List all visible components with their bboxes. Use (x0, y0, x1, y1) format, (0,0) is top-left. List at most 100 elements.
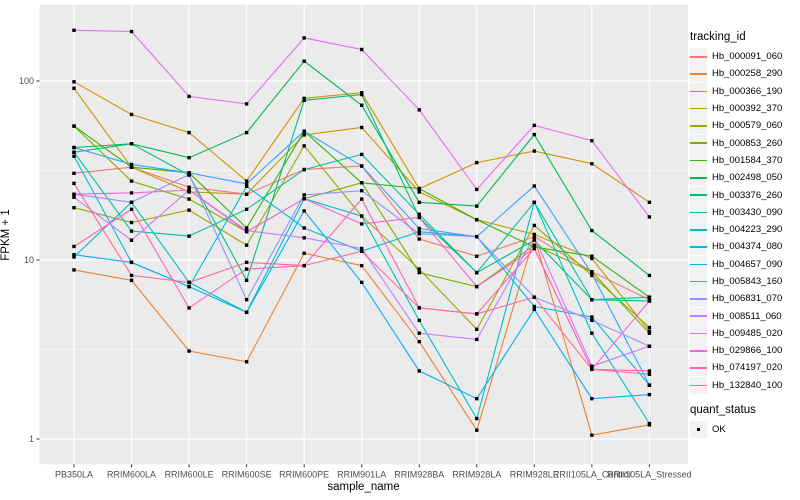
y-tick-label: 1 (29, 434, 34, 444)
legend-label: Hb_001584_370 (712, 154, 783, 166)
point-Hb_006831_070 (417, 232, 421, 236)
point-Hb_000091_060 (72, 171, 76, 176)
y-tick-label: 100 (19, 76, 34, 86)
point-Hb_003430_090 (475, 270, 479, 275)
point-Hb_000853_260 (647, 331, 652, 335)
legend-line-swatch (690, 159, 707, 162)
point-Hb_005843_160 (72, 145, 76, 150)
point-Hb_005843_160 (360, 164, 364, 168)
point-Hb_029866_100 (647, 299, 652, 303)
point-Hb_000579_060 (72, 205, 76, 210)
point-Hb_004374_080 (302, 226, 306, 230)
legend-key (690, 82, 707, 100)
point-Hb_004223_290 (72, 255, 76, 259)
point-Hb_004374_080 (590, 315, 594, 319)
point-Hb_002498_050 (302, 59, 306, 63)
point-Hb_003376_260 (244, 278, 249, 283)
point-Hb_004657_090 (302, 209, 306, 213)
point-Hb_005843_160 (129, 162, 134, 167)
legend-items: Hb_000091_060 Hb_000258_290 Hb_000366_190 H… (690, 48, 800, 394)
point-Hb_005843_160 (532, 184, 537, 188)
legend-label: Hb_004657_090 (712, 258, 783, 270)
legend-label: Hb_006831_070 (712, 293, 783, 305)
point-Hb_004223_290 (590, 331, 594, 335)
point-Hb_008511_060 (532, 234, 537, 239)
legend-line-swatch (690, 384, 707, 387)
legend-item-Hb_002498_050: Hb_002498_050 (690, 169, 800, 187)
point-Hb_000392_370 (417, 190, 421, 194)
x-tick-label: RRIM600LA (107, 469, 156, 479)
point-Hb_132840_100 (129, 273, 134, 278)
quant-legend-label: OK (712, 424, 726, 436)
point-Hb_132840_100 (187, 280, 191, 285)
point-Hb_000366_190 (187, 130, 191, 135)
point-Hb_004374_080 (532, 304, 537, 309)
point-Hb_009485_020 (360, 47, 364, 52)
legend-key (690, 48, 707, 66)
legend-line-swatch (690, 194, 707, 196)
point-Hb_074197_020 (187, 306, 191, 310)
point-Hb_000853_260 (417, 270, 421, 275)
point-Hb_004657_090 (417, 369, 421, 373)
point-Hb_074197_020 (129, 207, 134, 211)
legend-line-swatch (690, 298, 707, 300)
y-tick-label: 10 (24, 255, 34, 265)
legend-key (690, 376, 707, 394)
point-Hb_132840_100 (72, 181, 76, 186)
x-tick-label: RRIM928BA (394, 469, 444, 479)
legend-line-swatch (690, 211, 707, 214)
x-tick-label: RRIM600SE (222, 469, 272, 479)
legend-key (690, 421, 707, 439)
legend-item-Hb_003430_090: Hb_003430_090 (690, 203, 800, 221)
point-Hb_132840_100 (360, 249, 364, 253)
point-Hb_001584_370 (417, 186, 421, 191)
legend-title: tracking_id (690, 31, 746, 43)
legend-line-swatch (690, 263, 707, 266)
legend-label: Hb_000091_060 (712, 51, 783, 63)
point-Hb_003430_090 (244, 207, 249, 211)
point-Hb_003430_090 (360, 152, 364, 157)
point-Hb_000258_290 (302, 251, 306, 256)
point-Hb_004223_290 (647, 421, 652, 426)
point-Hb_002498_050 (532, 132, 537, 137)
legend-item-Hb_004223_290: Hb_004223_290 (690, 221, 800, 239)
legend-key (690, 238, 707, 256)
point-Hb_006831_070 (244, 298, 249, 302)
point-Hb_001584_370 (244, 226, 249, 230)
ok-marker-icon (696, 427, 701, 432)
point-Hb_000366_190 (244, 179, 249, 183)
point-Hb_008511_060 (360, 246, 364, 251)
point-Hb_009485_020 (187, 94, 191, 99)
point-Hb_005843_160 (417, 226, 421, 231)
legend-item-Hb_006831_070: Hb_006831_070 (690, 290, 800, 308)
legend-key (690, 307, 707, 325)
point-Hb_002498_050 (417, 200, 421, 205)
point-Hb_000366_190 (302, 96, 306, 101)
point-Hb_000853_260 (187, 197, 191, 201)
point-Hb_000366_190 (647, 200, 652, 205)
legend-label: Hb_005843_160 (712, 276, 783, 287)
legend-key (690, 100, 707, 118)
legend-key (690, 290, 707, 308)
legend-label: Hb_008511_060 (712, 310, 782, 322)
legend-key (690, 203, 707, 221)
point-Hb_000091_060 (187, 185, 191, 189)
point-Hb_132840_100 (647, 372, 652, 376)
point-Hb_000392_370 (302, 133, 306, 137)
legend-item-Hb_132840_100: Hb_132840_100 (690, 376, 800, 394)
x-tick-label: PB350LA (55, 469, 93, 479)
legend-key (690, 255, 707, 273)
point-Hb_009485_020 (647, 215, 652, 219)
point-Hb_004657_090 (475, 396, 479, 401)
point-Hb_029866_100 (244, 229, 249, 234)
point-Hb_008511_060 (590, 364, 594, 368)
legend-line-swatch (690, 228, 707, 231)
point-Hb_006831_070 (590, 318, 594, 323)
quant-legend-item: OK (690, 421, 800, 439)
point-Hb_002498_050 (475, 204, 479, 208)
point-Hb_009485_020 (244, 102, 249, 106)
legend-key (690, 117, 707, 135)
legend-item-Hb_003376_260: Hb_003376_260 (690, 186, 800, 204)
point-Hb_003430_090 (417, 212, 421, 217)
